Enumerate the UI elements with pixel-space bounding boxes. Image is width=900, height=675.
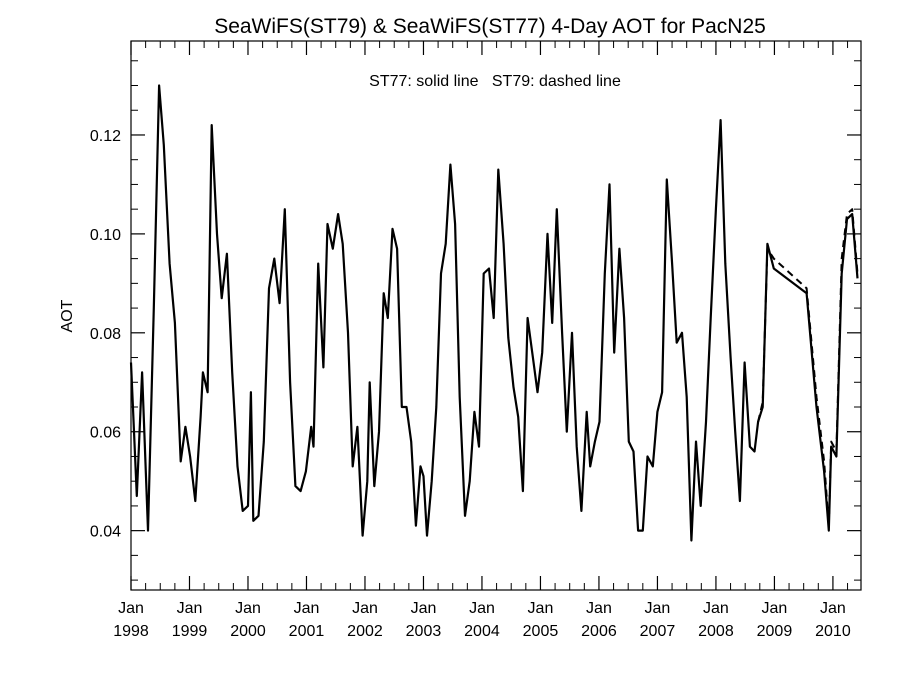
x-tick-year: 2004 (464, 623, 500, 640)
y-axis-ticks: 0.04 0.06 0.08 0.10 0.12 (90, 60, 861, 581)
x-tick-year: 2003 (406, 623, 442, 640)
x-tick-month: Jan (352, 600, 378, 617)
y-tick-label: 0.12 (90, 128, 121, 145)
x-tick-month: Jan (645, 600, 671, 617)
series-line-st77 (129, 84, 859, 542)
x-tick-month: Jan (820, 600, 846, 617)
series-line-st79 (757, 208, 859, 527)
x-tick-year: 2002 (347, 623, 383, 640)
y-tick-label: 0.06 (90, 425, 121, 442)
x-tick-month: Jan (294, 600, 320, 617)
x-tick-month: Jan (703, 600, 729, 617)
x-tick-month: Jan (528, 600, 554, 617)
y-tick-label: 0.04 (90, 524, 121, 541)
chart-title: SeaWiFS(ST79) & SeaWiFS(ST77) 4-Day AOT … (214, 15, 766, 38)
legend-annotation: ST77: solid line ST79: dashed line (369, 73, 621, 90)
x-tick-year: 2008 (698, 623, 734, 640)
x-tick-year: 2007 (640, 623, 676, 640)
x-tick-year: 2000 (230, 623, 266, 640)
x-tick-year: 2001 (289, 623, 325, 640)
x-tick-month: Jan (118, 600, 144, 617)
x-tick-month: Jan (177, 600, 203, 617)
x-tick-year: 1998 (113, 623, 149, 640)
series-layer (129, 84, 859, 542)
x-tick-year: 2009 (757, 623, 793, 640)
x-tick-month: Jan (586, 600, 612, 617)
x-tick-year: 2005 (523, 623, 559, 640)
x-tick-month: Jan (235, 600, 261, 617)
x-tick-month: Jan (762, 600, 788, 617)
y-axis-label: AOT (59, 299, 76, 332)
y-tick-label: 0.10 (90, 227, 121, 244)
x-tick-month: Jan (469, 600, 495, 617)
x-tick-year: 2006 (581, 623, 617, 640)
y-tick-label: 0.08 (90, 326, 121, 343)
x-axis-ticks: Jan 1998 Jan 1999 Jan 2000 Jan 2001 Jan 2002 Jan 20… (113, 41, 851, 640)
x-tick-year: 2010 (815, 623, 851, 640)
x-tick-month: Jan (411, 600, 437, 617)
x-tick-year: 1999 (172, 623, 208, 640)
plot-frame (130, 40, 862, 591)
